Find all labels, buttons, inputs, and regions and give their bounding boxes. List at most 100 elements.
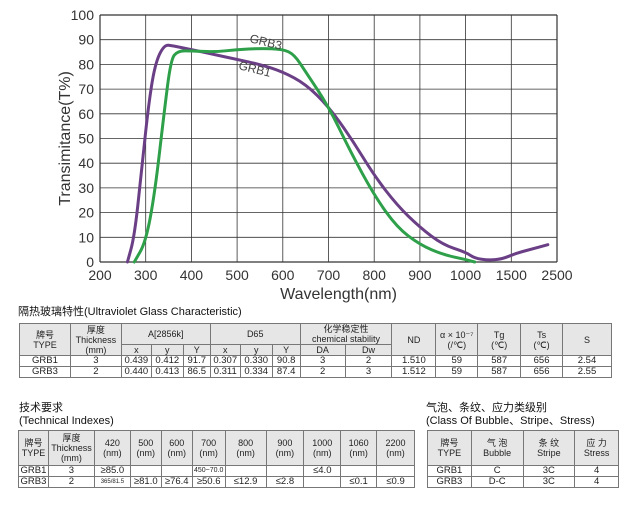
series-line-grb3 bbox=[132, 47, 477, 264]
uv-title-cn: 隔热玻璃特性 bbox=[18, 306, 84, 318]
bubble-title-en: (Class Of Bubble、Stripe、Stress) bbox=[426, 415, 595, 427]
uv-dw: Dw bbox=[344, 344, 393, 356]
chart-series bbox=[125, 43, 550, 264]
x-tick-label: 2500 bbox=[541, 267, 572, 283]
y-tick-label: 20 bbox=[78, 205, 94, 221]
tech-col-800: 800 (nm) bbox=[224, 430, 267, 466]
uv-header-row-1: 牌号 TYPE 厚度 Thickness (mm) A[2856k] D65 化学稳定… bbox=[19, 323, 612, 356]
bubble-stripe-header: 条 纹 Stripe bbox=[522, 430, 576, 466]
y-tick-label: 40 bbox=[78, 155, 94, 171]
tech-table: 牌号 TYPE 厚度 Thickness (mm) 420 (nm) 500 (nm) 6… bbox=[18, 430, 415, 488]
y-tick-label: 100 bbox=[71, 7, 95, 23]
table-cell bbox=[224, 465, 267, 477]
table-cell: 0.439 bbox=[120, 355, 152, 367]
uv-d65-Y: Y bbox=[271, 344, 301, 356]
table-cell: ≥76.4 bbox=[160, 476, 193, 488]
x-tick-label: 500 bbox=[225, 267, 249, 283]
uv-header-row-2: x y Y x y Y DA Dw bbox=[20, 344, 612, 356]
y-tick-label: 0 bbox=[86, 254, 94, 270]
uv-d65-x: x bbox=[209, 344, 241, 356]
table-cell: GRB3 bbox=[19, 366, 71, 378]
uv-alpha-header: α × 10⁻⁷ (/℃) bbox=[435, 323, 479, 356]
uv-tg-header: Tg (℃) bbox=[477, 323, 522, 356]
x-tick-label: 700 bbox=[317, 267, 341, 283]
chart-grid bbox=[99, 14, 558, 263]
table-cell bbox=[160, 465, 193, 477]
uv-table: 牌号 TYPE 厚度 Thickness (mm) A[2856k] D65 化学稳定… bbox=[19, 323, 612, 378]
table-cell: 656 bbox=[520, 355, 564, 367]
table-cell: 2.55 bbox=[562, 366, 612, 378]
x-tick-label: 300 bbox=[134, 267, 158, 283]
table-cell: 0.330 bbox=[239, 355, 273, 367]
tech-title-cn: 技术要求 bbox=[19, 402, 63, 414]
x-tick-label: 1500 bbox=[496, 267, 527, 283]
table-cell: 2 bbox=[299, 366, 346, 378]
uv-section-title: 隔热玻璃特性(Ultraviolet Glass Characteristic) bbox=[18, 306, 242, 319]
table-cell: 0.413 bbox=[150, 366, 184, 378]
table-cell: 0.334 bbox=[239, 366, 273, 378]
table-cell: GRB1 bbox=[19, 355, 71, 367]
table-cell: C bbox=[470, 465, 524, 477]
table-cell: 3 bbox=[299, 355, 346, 367]
tech-section-title: 技术要求 (Technical Indexes) bbox=[19, 402, 114, 428]
table-cell: ≥85.0 bbox=[93, 465, 131, 477]
uv-a-Y: Y bbox=[182, 344, 211, 356]
x-axis-label: Wavelength(nm) bbox=[280, 286, 397, 303]
table-cell: 3C bbox=[522, 465, 576, 477]
bubble-row-grb3: GRB3 D-C 3C 4 bbox=[427, 476, 619, 488]
tech-col-700: 700 (nm) bbox=[191, 430, 226, 466]
table-cell: 656 bbox=[520, 366, 564, 378]
table-cell: GRB3 bbox=[427, 476, 472, 488]
table-cell: 59 bbox=[435, 355, 479, 367]
table-cell: ≥81.0 bbox=[129, 476, 162, 488]
bubble-section-title: 气泡、条纹、应力类级别 (Class Of Bubble、Stripe、Stre… bbox=[426, 402, 595, 428]
table-cell: 59 bbox=[435, 366, 479, 378]
tech-row-grb1: GRB1 3 ≥85.0 450~70.0 ≤4.0 bbox=[18, 465, 415, 477]
table-cell bbox=[303, 476, 342, 488]
uv-s-header: S bbox=[562, 323, 612, 356]
y-tick-label: 30 bbox=[78, 180, 94, 196]
uv-row-grb3: GRB3 2 0.440 0.413 86.5 0.311 0.334 87.4 2 3 1.512… bbox=[19, 366, 612, 378]
table-cell: 4 bbox=[574, 476, 619, 488]
uv-a-header: A[2856k] bbox=[120, 323, 211, 345]
table-cell: ≤4.0 bbox=[303, 465, 342, 477]
bubble-type-header: 牌号 TYPE bbox=[427, 430, 472, 466]
transmittance-chart: 0 10 20 30 40 50 60 70 80 90 100 200 300 400 500 600 700… bbox=[57, 7, 573, 303]
tech-col-420: 420 (nm) bbox=[93, 430, 131, 466]
uv-ts-header: Ts (℃) bbox=[520, 323, 564, 356]
table-cell: GRB1 bbox=[427, 465, 472, 477]
uv-a-x: x bbox=[120, 344, 152, 356]
table-cell: ≥50.6 bbox=[191, 476, 226, 488]
bubble-table: 牌号 TYPE 气 泡 Bubble 条 纹 Stripe 应 力 Stress GRB… bbox=[427, 430, 619, 488]
table-cell: GRB3 bbox=[18, 476, 49, 488]
table-cell: 1.512 bbox=[391, 366, 437, 378]
x-tick-label: 800 bbox=[363, 267, 387, 283]
x-tick-label: 600 bbox=[271, 267, 295, 283]
table-cell: 0.412 bbox=[150, 355, 184, 367]
table-cell: 87.4 bbox=[271, 366, 301, 378]
tech-col-1060: 1060 (nm) bbox=[340, 430, 378, 466]
table-cell bbox=[129, 465, 162, 477]
table-cell bbox=[376, 465, 415, 477]
table-cell: ≤12.9 bbox=[224, 476, 267, 488]
tech-row-grb3: GRB3 2 365/81.5 ≥81.0 ≥76.4 ≥50.6 ≤12.9 ≤2.8 ≤0.… bbox=[18, 476, 415, 488]
tech-title-en: (Technical Indexes) bbox=[19, 415, 114, 427]
bubble-title-cn: 气泡、条纹、应力类级别 bbox=[426, 402, 547, 414]
bubble-bubble-header: 气 泡 Bubble bbox=[470, 430, 524, 466]
table-cell: ≤2.8 bbox=[265, 476, 305, 488]
uv-thickness-header: 厚度 Thickness (mm) bbox=[69, 323, 122, 356]
x-tick-label: 400 bbox=[180, 267, 204, 283]
tech-col-500: 500 (nm) bbox=[129, 430, 162, 466]
tech-col-900: 900 (nm) bbox=[265, 430, 305, 466]
uv-d65-y: y bbox=[239, 344, 273, 356]
bubble-stress-header: 应 力 Stress bbox=[574, 430, 619, 466]
bubble-header-row: 牌号 TYPE 气 泡 Bubble 条 纹 Stripe 应 力 Stress bbox=[427, 430, 619, 466]
table-cell: GRB1 bbox=[18, 465, 49, 477]
table-cell: 2 bbox=[47, 476, 95, 488]
table-cell: 0.307 bbox=[209, 355, 241, 367]
y-tick-label: 10 bbox=[78, 229, 94, 245]
tech-col-1000: 1000 (nm) bbox=[303, 430, 342, 466]
table-cell: 450~70.0 bbox=[191, 465, 226, 477]
x-tick-label: 200 bbox=[88, 267, 112, 283]
